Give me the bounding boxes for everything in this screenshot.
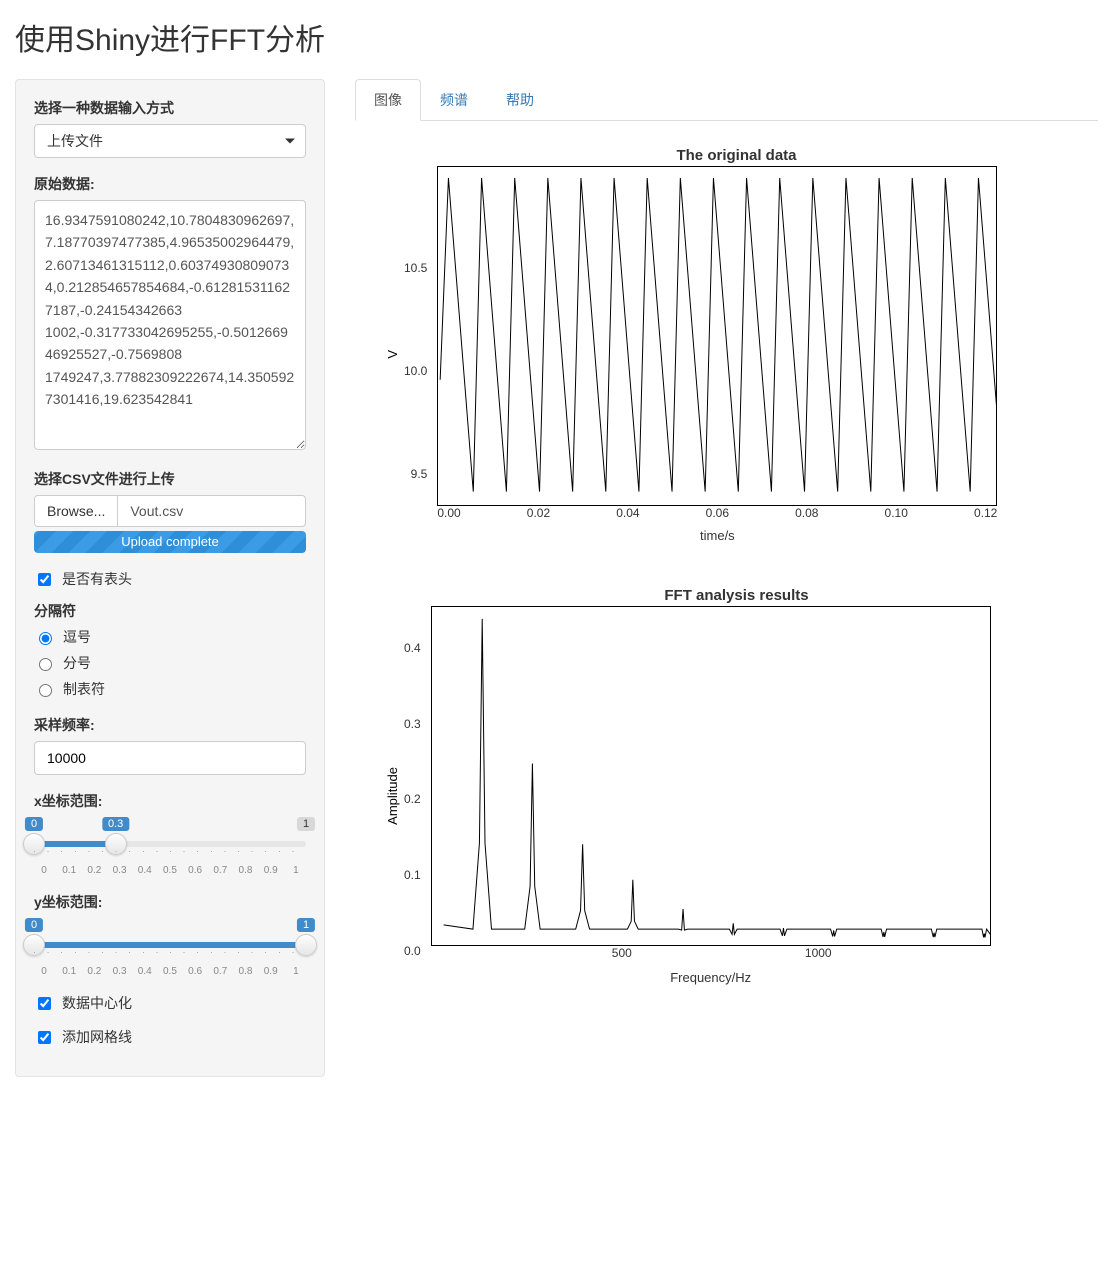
tab-图像[interactable]: 图像 [355, 79, 421, 121]
separator-radio-comma[interactable] [39, 632, 52, 645]
center-data-checkbox[interactable] [38, 997, 51, 1010]
separator-option-label: 制表符 [63, 679, 105, 699]
chevron-down-icon [285, 139, 295, 144]
tab-频谱[interactable]: 频谱 [421, 79, 487, 121]
upload-progress: Upload complete [34, 531, 306, 553]
chart1-svg [437, 166, 997, 506]
input-method-selected: 上传文件 [47, 131, 103, 151]
tab-帮助[interactable]: 帮助 [487, 79, 553, 121]
raw-data-label: 原始数据: [34, 174, 306, 194]
sample-rate-label: 采样频率: [34, 715, 306, 735]
page-title: 使用Shiny进行FFT分析 [15, 15, 1098, 59]
separator-option-label: 分号 [63, 653, 91, 673]
x-range-slider[interactable]: 0 0.3 1 00.10.20.30.40.50.60.70.80.91 [34, 817, 306, 876]
input-method-select[interactable]: 上传文件 [34, 124, 306, 158]
y-range-slider[interactable]: 0 1 00.10.20.30.40.50.60.70.80.91 [34, 918, 306, 977]
add-grid-checkbox[interactable] [38, 1031, 51, 1044]
chart2-title: FFT analysis results [385, 587, 1088, 604]
separator-radio-tab[interactable] [39, 684, 52, 697]
input-method-label: 选择一种数据输入方式 [34, 98, 306, 118]
has-header-checkbox[interactable] [38, 573, 51, 586]
add-grid-label: 添加网格线 [62, 1027, 132, 1047]
raw-data-textarea[interactable]: 16.9347591080242,10.7804830962697,7.1877… [34, 200, 306, 450]
sample-rate-input[interactable] [34, 741, 306, 775]
x-range-label: x坐标范围: [34, 791, 306, 811]
main-panel: 图像频谱帮助 The original data V 10.510.09.5 0… [355, 79, 1098, 1077]
center-data-label: 数据中心化 [62, 993, 132, 1013]
browse-button[interactable]: Browse... [35, 496, 118, 526]
separator-radio-semicolon[interactable] [39, 658, 52, 671]
has-header-label: 是否有表头 [62, 569, 132, 589]
original-data-plot: The original data V 10.510.09.5 0.000.02… [355, 133, 1098, 573]
chart2-ylabel: Amplitude [385, 767, 400, 825]
file-upload-label: 选择CSV文件进行上传 [34, 469, 306, 489]
chart2-xlabel: Frequency/Hz [431, 970, 991, 985]
sidebar-panel: 选择一种数据输入方式 上传文件 原始数据: 16.9347591080242,1… [15, 79, 325, 1077]
chart1-title: The original data [385, 147, 1088, 164]
chart2-svg [431, 606, 991, 946]
separator-option-label: 逗号 [63, 627, 91, 647]
fft-results-plot: FFT analysis results Amplitude 0.40.30.2… [355, 573, 1098, 1015]
tab-bar: 图像频谱帮助 [355, 79, 1098, 121]
chart1-ylabel: V [385, 350, 400, 359]
uploaded-filename: Vout.csv [118, 496, 305, 526]
separator-label: 分隔符 [34, 601, 306, 621]
chart1-xlabel: time/s [437, 528, 997, 543]
y-range-label: y坐标范围: [34, 892, 306, 912]
